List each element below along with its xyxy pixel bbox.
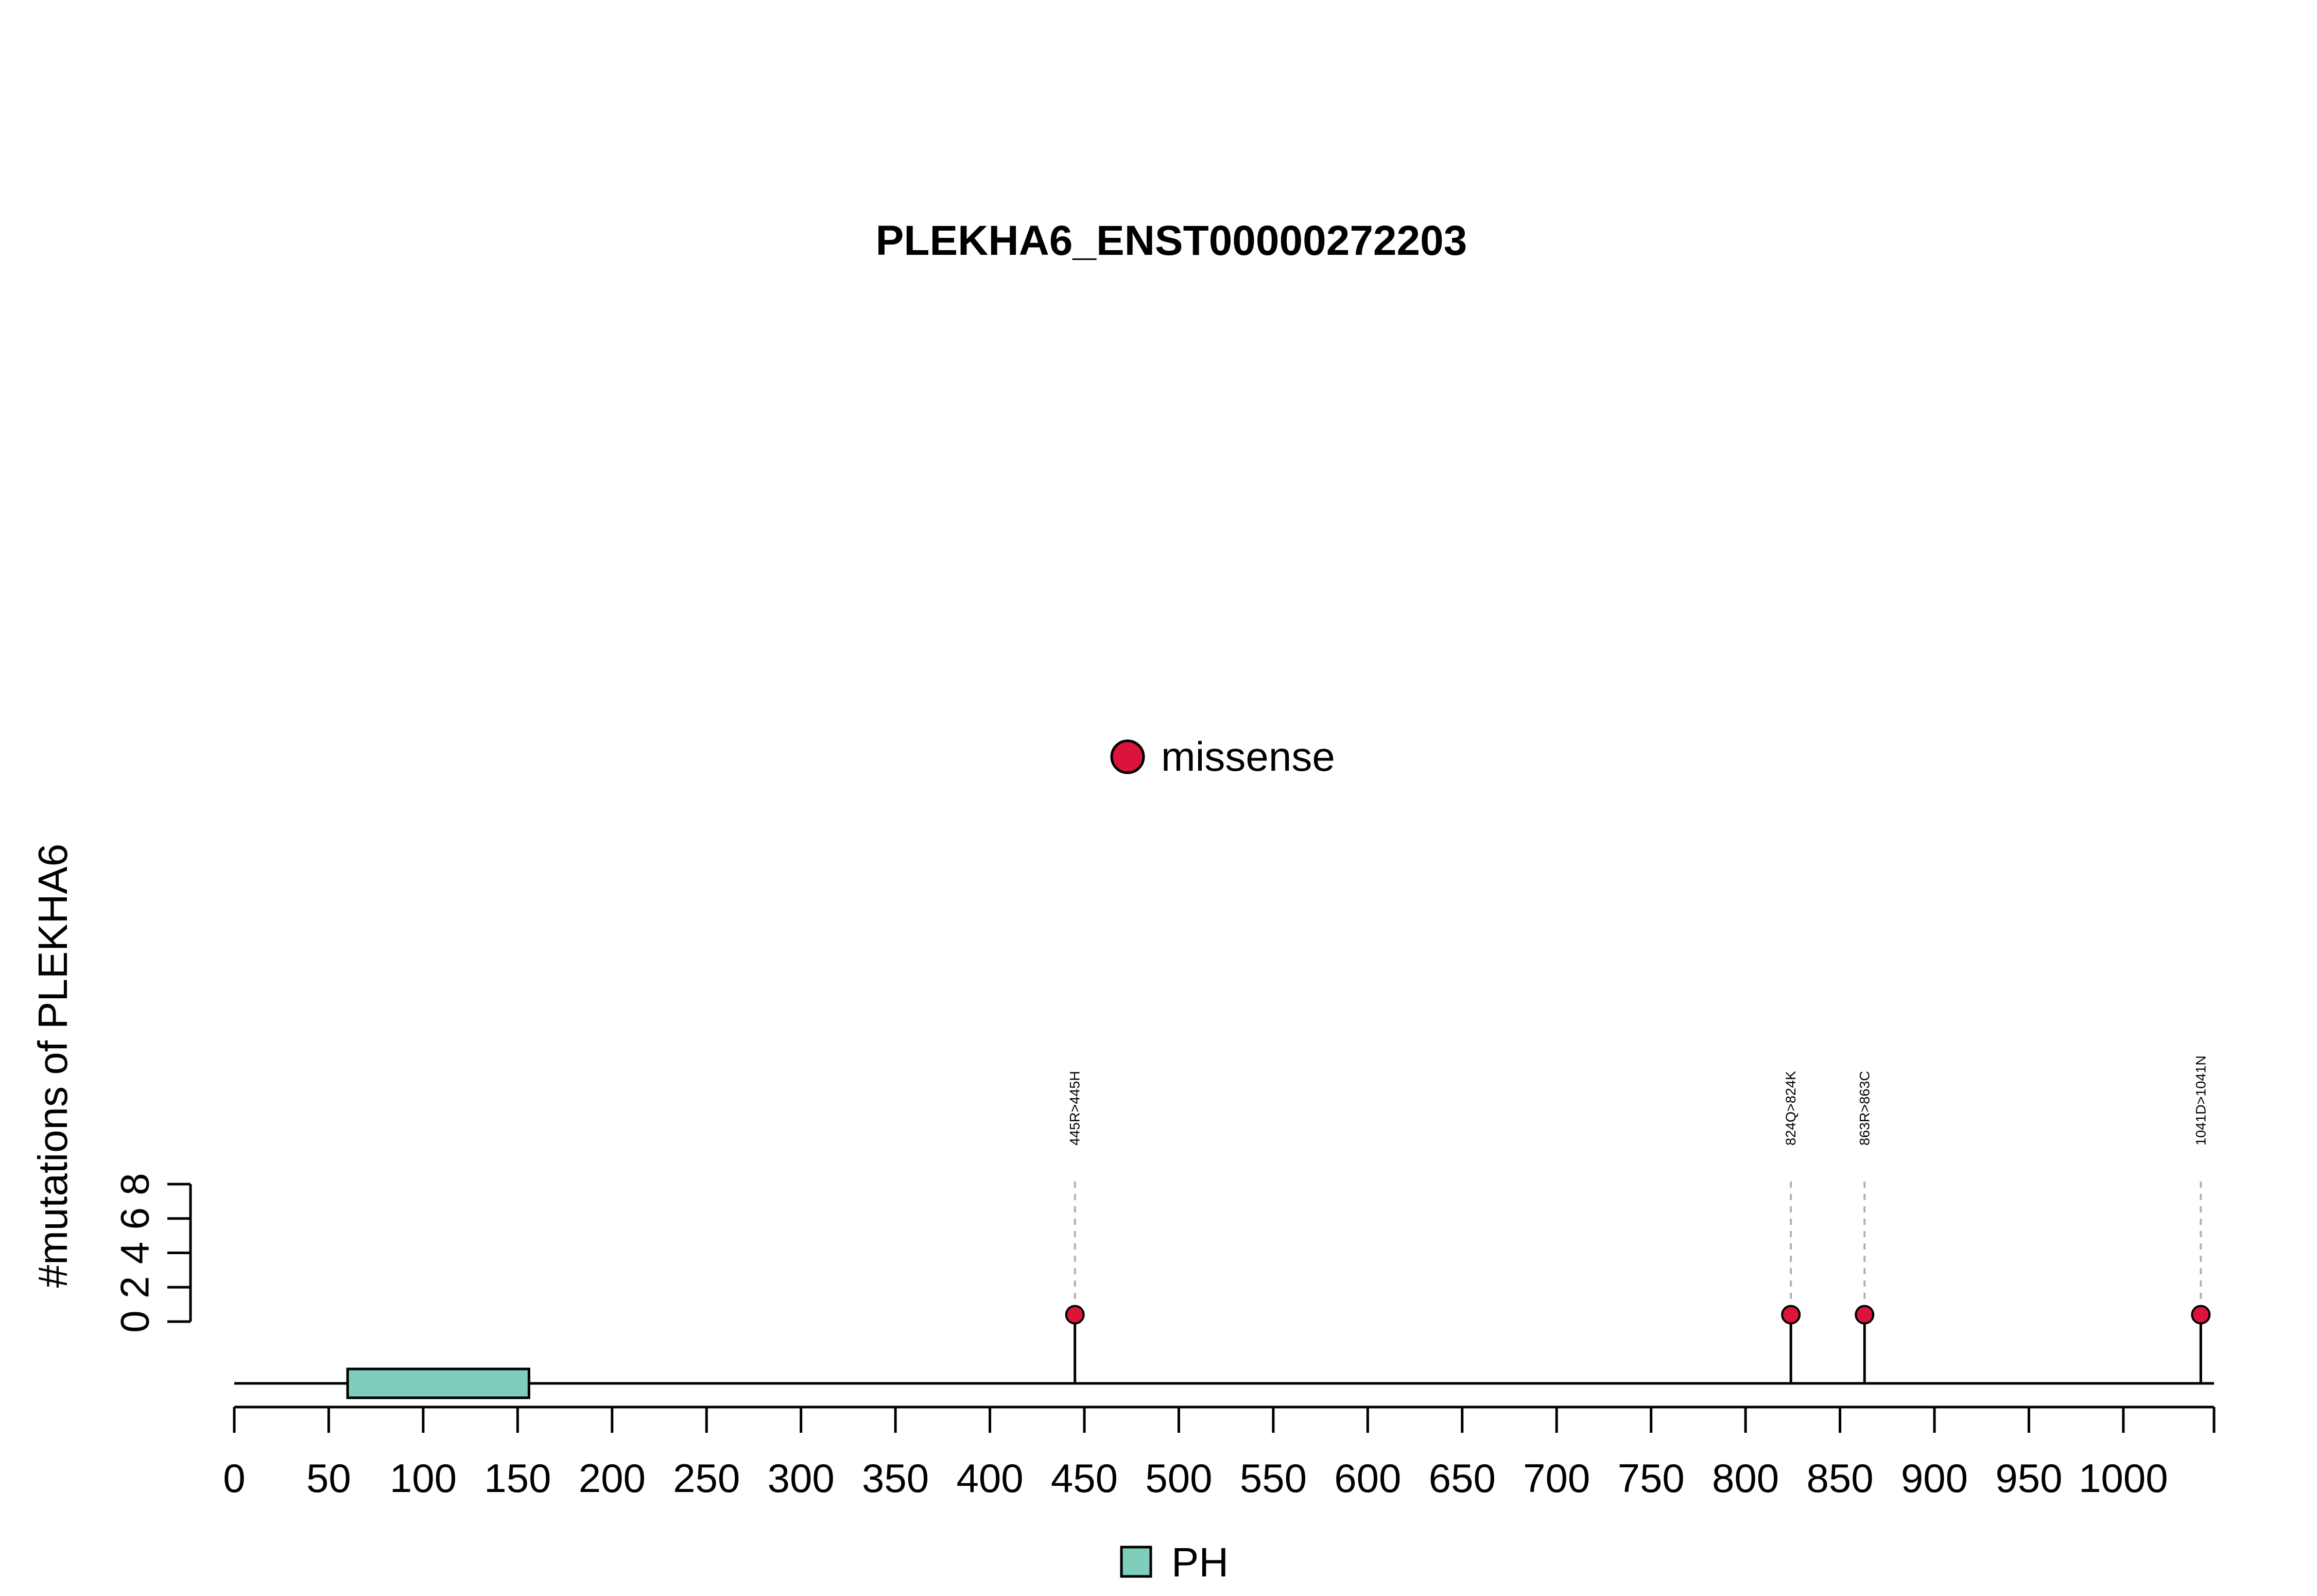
x-tick-label: 0 <box>223 1455 245 1501</box>
x-tick-label: 700 <box>1523 1455 1590 1501</box>
y-tick-label: 0 <box>112 1310 158 1332</box>
x-tick-label: 350 <box>862 1455 929 1501</box>
mutation-label: 824Q>824K <box>1783 1071 1799 1146</box>
x-tick-label: 1000 <box>2079 1455 2168 1501</box>
mutation-label: 863R>863C <box>1857 1071 1872 1146</box>
mutation-point <box>1065 1305 1085 1325</box>
chart-title: PLEKHA6_ENST00000272203 <box>876 217 1467 264</box>
x-tick-label: 150 <box>484 1455 551 1501</box>
mutation-point <box>1855 1305 1875 1325</box>
y-axis: 0 2 4 6 8 <box>112 1173 192 1333</box>
x-tick-label: 400 <box>956 1455 1023 1501</box>
legend-ph-label: PH <box>1171 1539 1229 1585</box>
x-tick-label: 450 <box>1051 1455 1118 1501</box>
x-tick-label: 600 <box>1334 1455 1401 1501</box>
mutation-point <box>1781 1305 1801 1325</box>
y-axis-label: #mutations of PLEKHA6 <box>30 844 76 1288</box>
domain-legend: PH <box>1120 1539 1229 1585</box>
x-tick-label: 650 <box>1429 1455 1496 1501</box>
x-tick-label: 100 <box>390 1455 457 1501</box>
x-axis: 0 50 100 150 200 250 300 350 400 450 500 550 600 650 7… <box>223 1406 2216 1501</box>
y-tick-label: 6 <box>112 1207 158 1229</box>
domain-ph <box>346 1367 530 1399</box>
mutation-label: 445R>445H <box>1067 1071 1083 1146</box>
x-tick-label: 200 <box>579 1455 646 1501</box>
x-tick-label: 850 <box>1806 1455 1873 1501</box>
legend-ph-swatch <box>1120 1546 1152 1578</box>
x-tick-label: 500 <box>1145 1455 1212 1501</box>
y-tick-label: 2 <box>112 1276 158 1298</box>
y-tick-label: 4 <box>112 1242 158 1264</box>
x-tick-label: 950 <box>1995 1455 2062 1501</box>
x-tick-label: 750 <box>1618 1455 1685 1501</box>
x-tick-label: 800 <box>1712 1455 1779 1501</box>
x-tick-label: 900 <box>1901 1455 1968 1501</box>
x-tick-label: 550 <box>1240 1455 1307 1501</box>
legend-missense-label: missense <box>1161 734 1335 779</box>
x-tick-label: 50 <box>306 1455 351 1501</box>
mutation-point <box>2191 1305 2211 1325</box>
domain-layer <box>346 1367 530 1399</box>
x-tick-label: 250 <box>673 1455 740 1501</box>
y-tick-label: 8 <box>112 1173 158 1195</box>
lollipop-layer: 445R>445H 824Q>824K 863R>863C 1041D>1041N <box>1065 1055 2211 1383</box>
mutation-label: 1041D>1041N <box>2193 1055 2208 1146</box>
x-tick-label: 300 <box>768 1455 835 1501</box>
mutation-type-legend: missense <box>1110 734 1335 779</box>
legend-missense-marker <box>1110 739 1145 774</box>
